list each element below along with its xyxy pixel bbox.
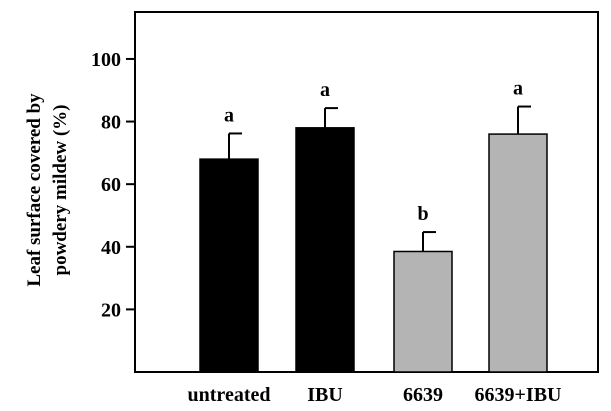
x-tick-label: 6639+IBU xyxy=(475,384,562,406)
x-tick-label: untreated xyxy=(188,384,271,406)
y-axis-title: Leaf surface covered by powdery mildew (… xyxy=(24,93,71,287)
significance-label: b xyxy=(417,203,428,225)
y-tick-label: 80 xyxy=(101,112,121,134)
plot-frame xyxy=(134,11,599,373)
bar xyxy=(295,127,355,373)
y-tick-label: 20 xyxy=(101,299,121,321)
x-tick-label: 6639 xyxy=(403,384,443,406)
y-axis-title-line-1: Leaf surface covered by xyxy=(24,93,45,287)
x-tick-label: IBU xyxy=(307,384,343,406)
y-tick-label: 40 xyxy=(101,237,121,259)
significance-label: a xyxy=(320,79,330,101)
bar xyxy=(488,133,548,373)
y-axis-title-line-2: powdery mildew (%) xyxy=(50,105,71,276)
y-tick-label: 60 xyxy=(101,174,121,196)
bar xyxy=(393,250,453,373)
y-tick-label: 100 xyxy=(91,49,121,71)
significance-label: a xyxy=(513,78,523,100)
bar xyxy=(199,158,259,373)
significance-label: a xyxy=(224,104,234,126)
plot-area: 20 40 60 80 100 a untreated a IBU b 6639 a 6639+IBU xyxy=(91,11,599,406)
